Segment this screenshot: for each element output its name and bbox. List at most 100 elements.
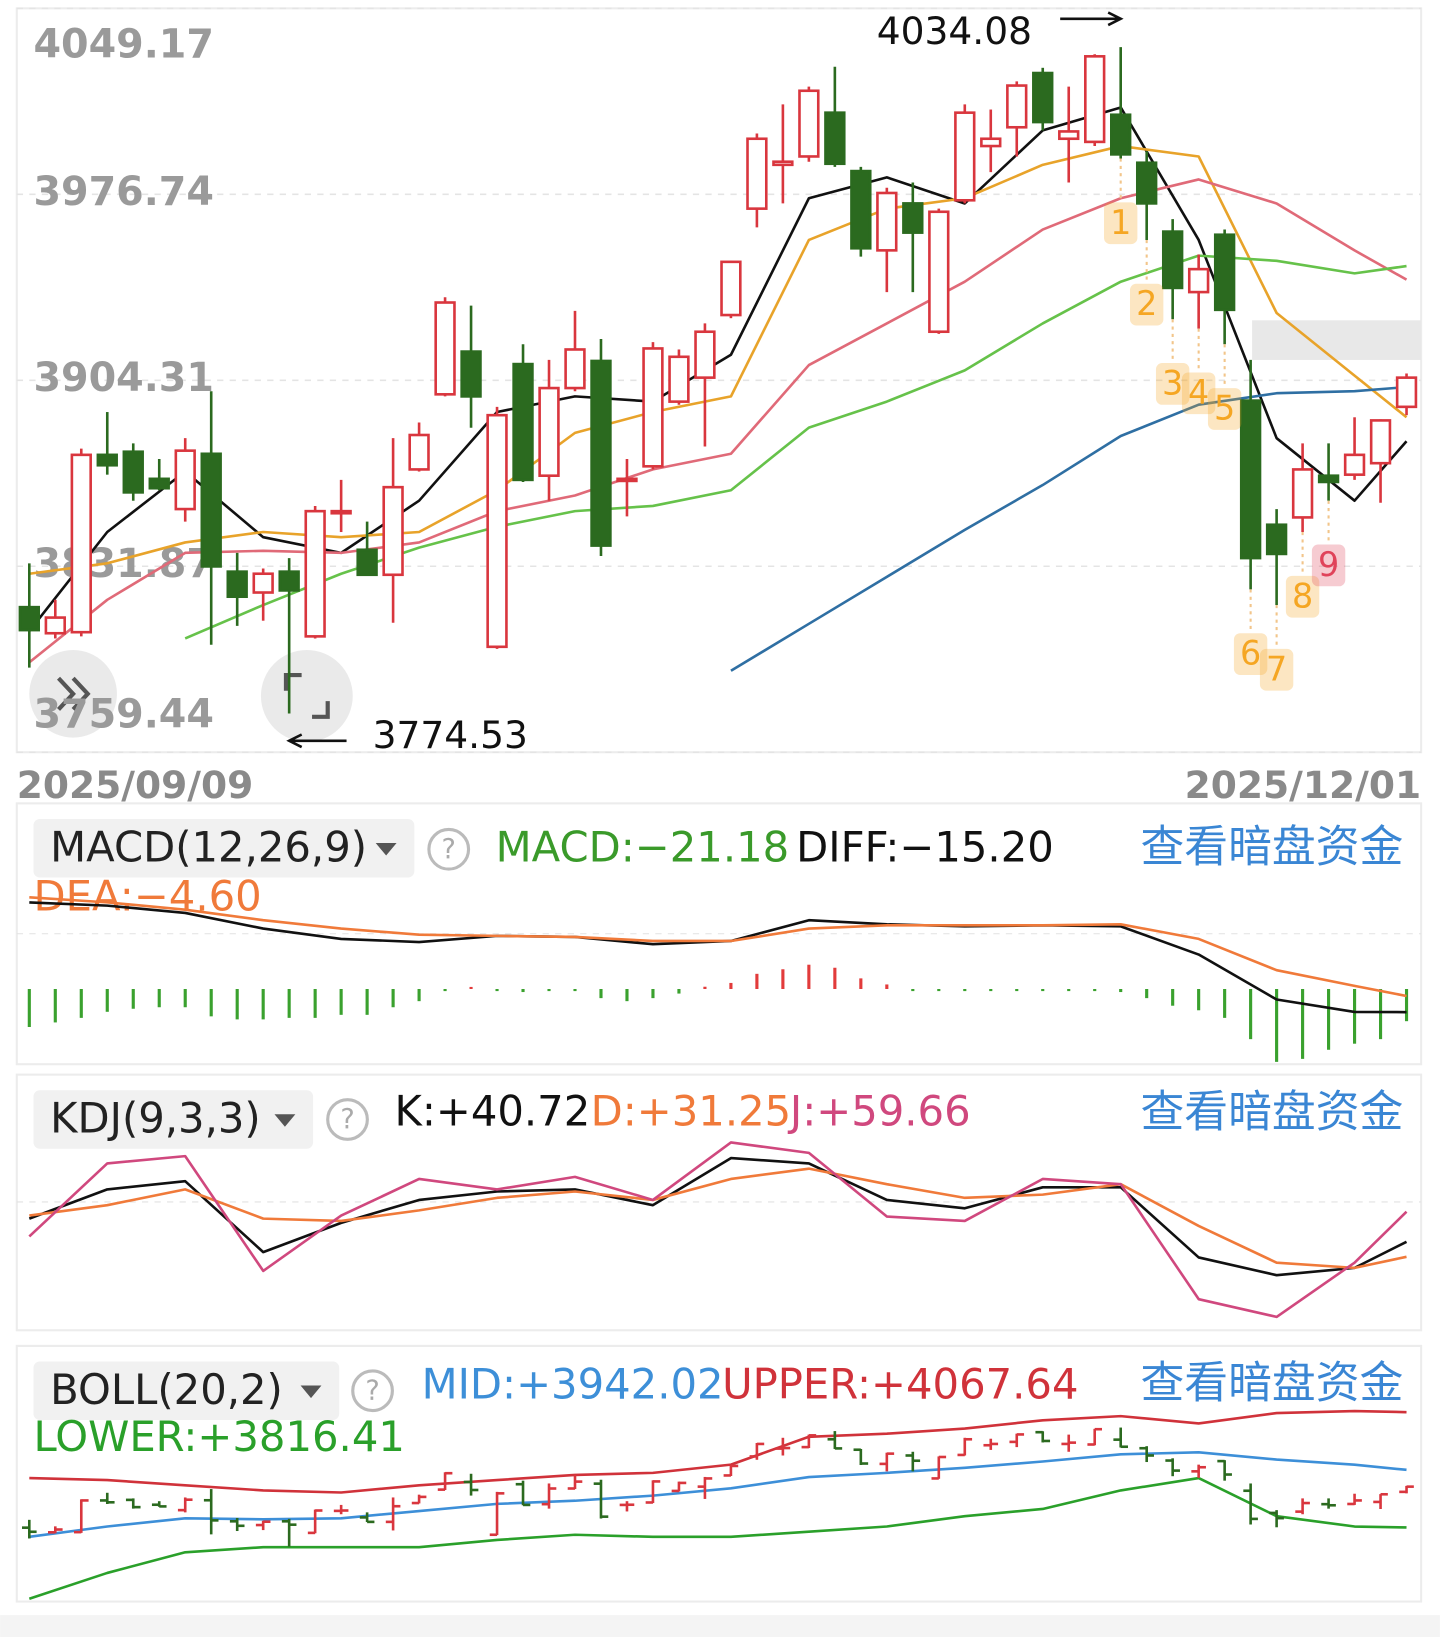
y-tick-label: 3831.87 [33, 541, 213, 587]
indicator-line [29, 895, 1407, 998]
candle-body [746, 137, 768, 210]
candle-body [1006, 84, 1028, 129]
candle-body [980, 137, 1002, 148]
boll-frame [15, 1344, 1423, 1603]
indicator-title: BOLL(20,2) [50, 1365, 283, 1414]
marker-label: 8 [1292, 576, 1313, 615]
candle-body [954, 111, 976, 202]
candle-body [460, 350, 482, 398]
indicator-line [730, 385, 1407, 672]
marker-badge [1104, 202, 1138, 245]
help-icon: ? [340, 1104, 354, 1135]
help-button[interactable] [326, 1098, 369, 1141]
high-arrow [1060, 11, 1124, 27]
candle-body [18, 605, 41, 632]
candle-body [928, 210, 950, 334]
help-button[interactable] [427, 827, 471, 871]
dark-pool-link[interactable]: 查看暗盘资金 [1140, 1358, 1403, 1409]
candle-body [720, 260, 742, 317]
highlight-band [1252, 320, 1422, 360]
marker-badge [1155, 363, 1190, 405]
candle-body [408, 433, 430, 471]
series-label: UPPER:+4067.64 [722, 1360, 1078, 1409]
candle-body [642, 347, 664, 468]
help-button[interactable] [351, 1369, 394, 1413]
indicator-line [29, 144, 1408, 576]
candle-body [512, 362, 534, 482]
bottom-strip [0, 1615, 1440, 1637]
candle-body [1187, 267, 1210, 294]
candle-body [252, 572, 274, 594]
indicator-selector[interactable] [33, 819, 415, 878]
indicator-title: KDJ(9,3,3) [50, 1094, 261, 1143]
y-tick-label: 3759.44 [33, 691, 213, 737]
indicator-selector[interactable] [33, 1361, 340, 1420]
candle-body [590, 359, 612, 547]
candle-body [1084, 55, 1106, 144]
dropdown-arrow [274, 1114, 296, 1127]
indicator-line [28, 1476, 1407, 1600]
dropdown-arrow [300, 1385, 322, 1399]
candle-body [122, 450, 144, 494]
series-label: LOWER:+3816.41 [33, 1412, 404, 1461]
candle-body [278, 570, 300, 592]
series-label: K:+40.72 [394, 1086, 590, 1135]
series-label: MACD:−21.18 [496, 822, 789, 871]
expand-button[interactable] [260, 650, 353, 742]
candle-body [1265, 523, 1288, 556]
candle-body [668, 355, 690, 403]
candle-body [70, 453, 92, 634]
candle-body [1291, 468, 1314, 519]
series-label: DIFF:−15.20 [796, 822, 1054, 871]
dark-pool-link[interactable]: 查看暗盘资金 [1140, 1086, 1403, 1137]
candle-body [1369, 419, 1392, 465]
marker-badge [1233, 633, 1268, 675]
candle-body [1343, 453, 1366, 476]
candle-body [824, 111, 846, 166]
candle-body [538, 386, 560, 477]
candle-body [486, 413, 508, 649]
indicator-line [29, 1451, 1407, 1539]
help-icon: ? [442, 834, 456, 865]
marker-badge [1207, 388, 1242, 430]
candle-body [694, 330, 716, 379]
marker-label: 4 [1188, 373, 1209, 412]
candle-body [902, 202, 924, 234]
candle-body [1395, 376, 1418, 409]
indicator-selector[interactable] [33, 1090, 314, 1149]
marker-label: 2 [1136, 284, 1157, 323]
candle-body [434, 301, 456, 396]
candle-body [96, 453, 118, 467]
candle-body [330, 509, 352, 515]
indicator-line [29, 1167, 1407, 1270]
dark-pool-link[interactable]: 查看暗盘资金 [1140, 821, 1403, 872]
candle-body [1317, 474, 1340, 484]
candle-body [1161, 230, 1184, 290]
y-tick-label: 3904.31 [33, 355, 213, 401]
marker-badge [1311, 544, 1346, 587]
series-label: D:+31.25 [591, 1086, 792, 1135]
dropdown-arrow [375, 843, 397, 856]
candle-body [1239, 399, 1262, 560]
y-tick-label: 3976.74 [33, 169, 213, 215]
marker-label: 6 [1240, 634, 1261, 673]
candle-body [1058, 130, 1080, 141]
candle-body [1110, 113, 1132, 156]
candle-body [356, 548, 378, 577]
candle-body [44, 616, 66, 635]
candle-body [304, 509, 326, 638]
candle-body [1213, 233, 1236, 312]
candle-body [200, 452, 222, 568]
indicator-line [28, 1141, 1408, 1319]
marker-label: 1 [1110, 203, 1131, 242]
candle-body [226, 570, 248, 599]
candle-body [876, 191, 898, 252]
marker-label: 5 [1214, 388, 1235, 427]
marker-badge [1181, 372, 1216, 415]
expand-icon [283, 672, 330, 719]
marker-badge [1259, 648, 1294, 691]
y-tick-label: 4049.17 [33, 21, 213, 67]
series-label: J:+59.66 [787, 1086, 971, 1135]
